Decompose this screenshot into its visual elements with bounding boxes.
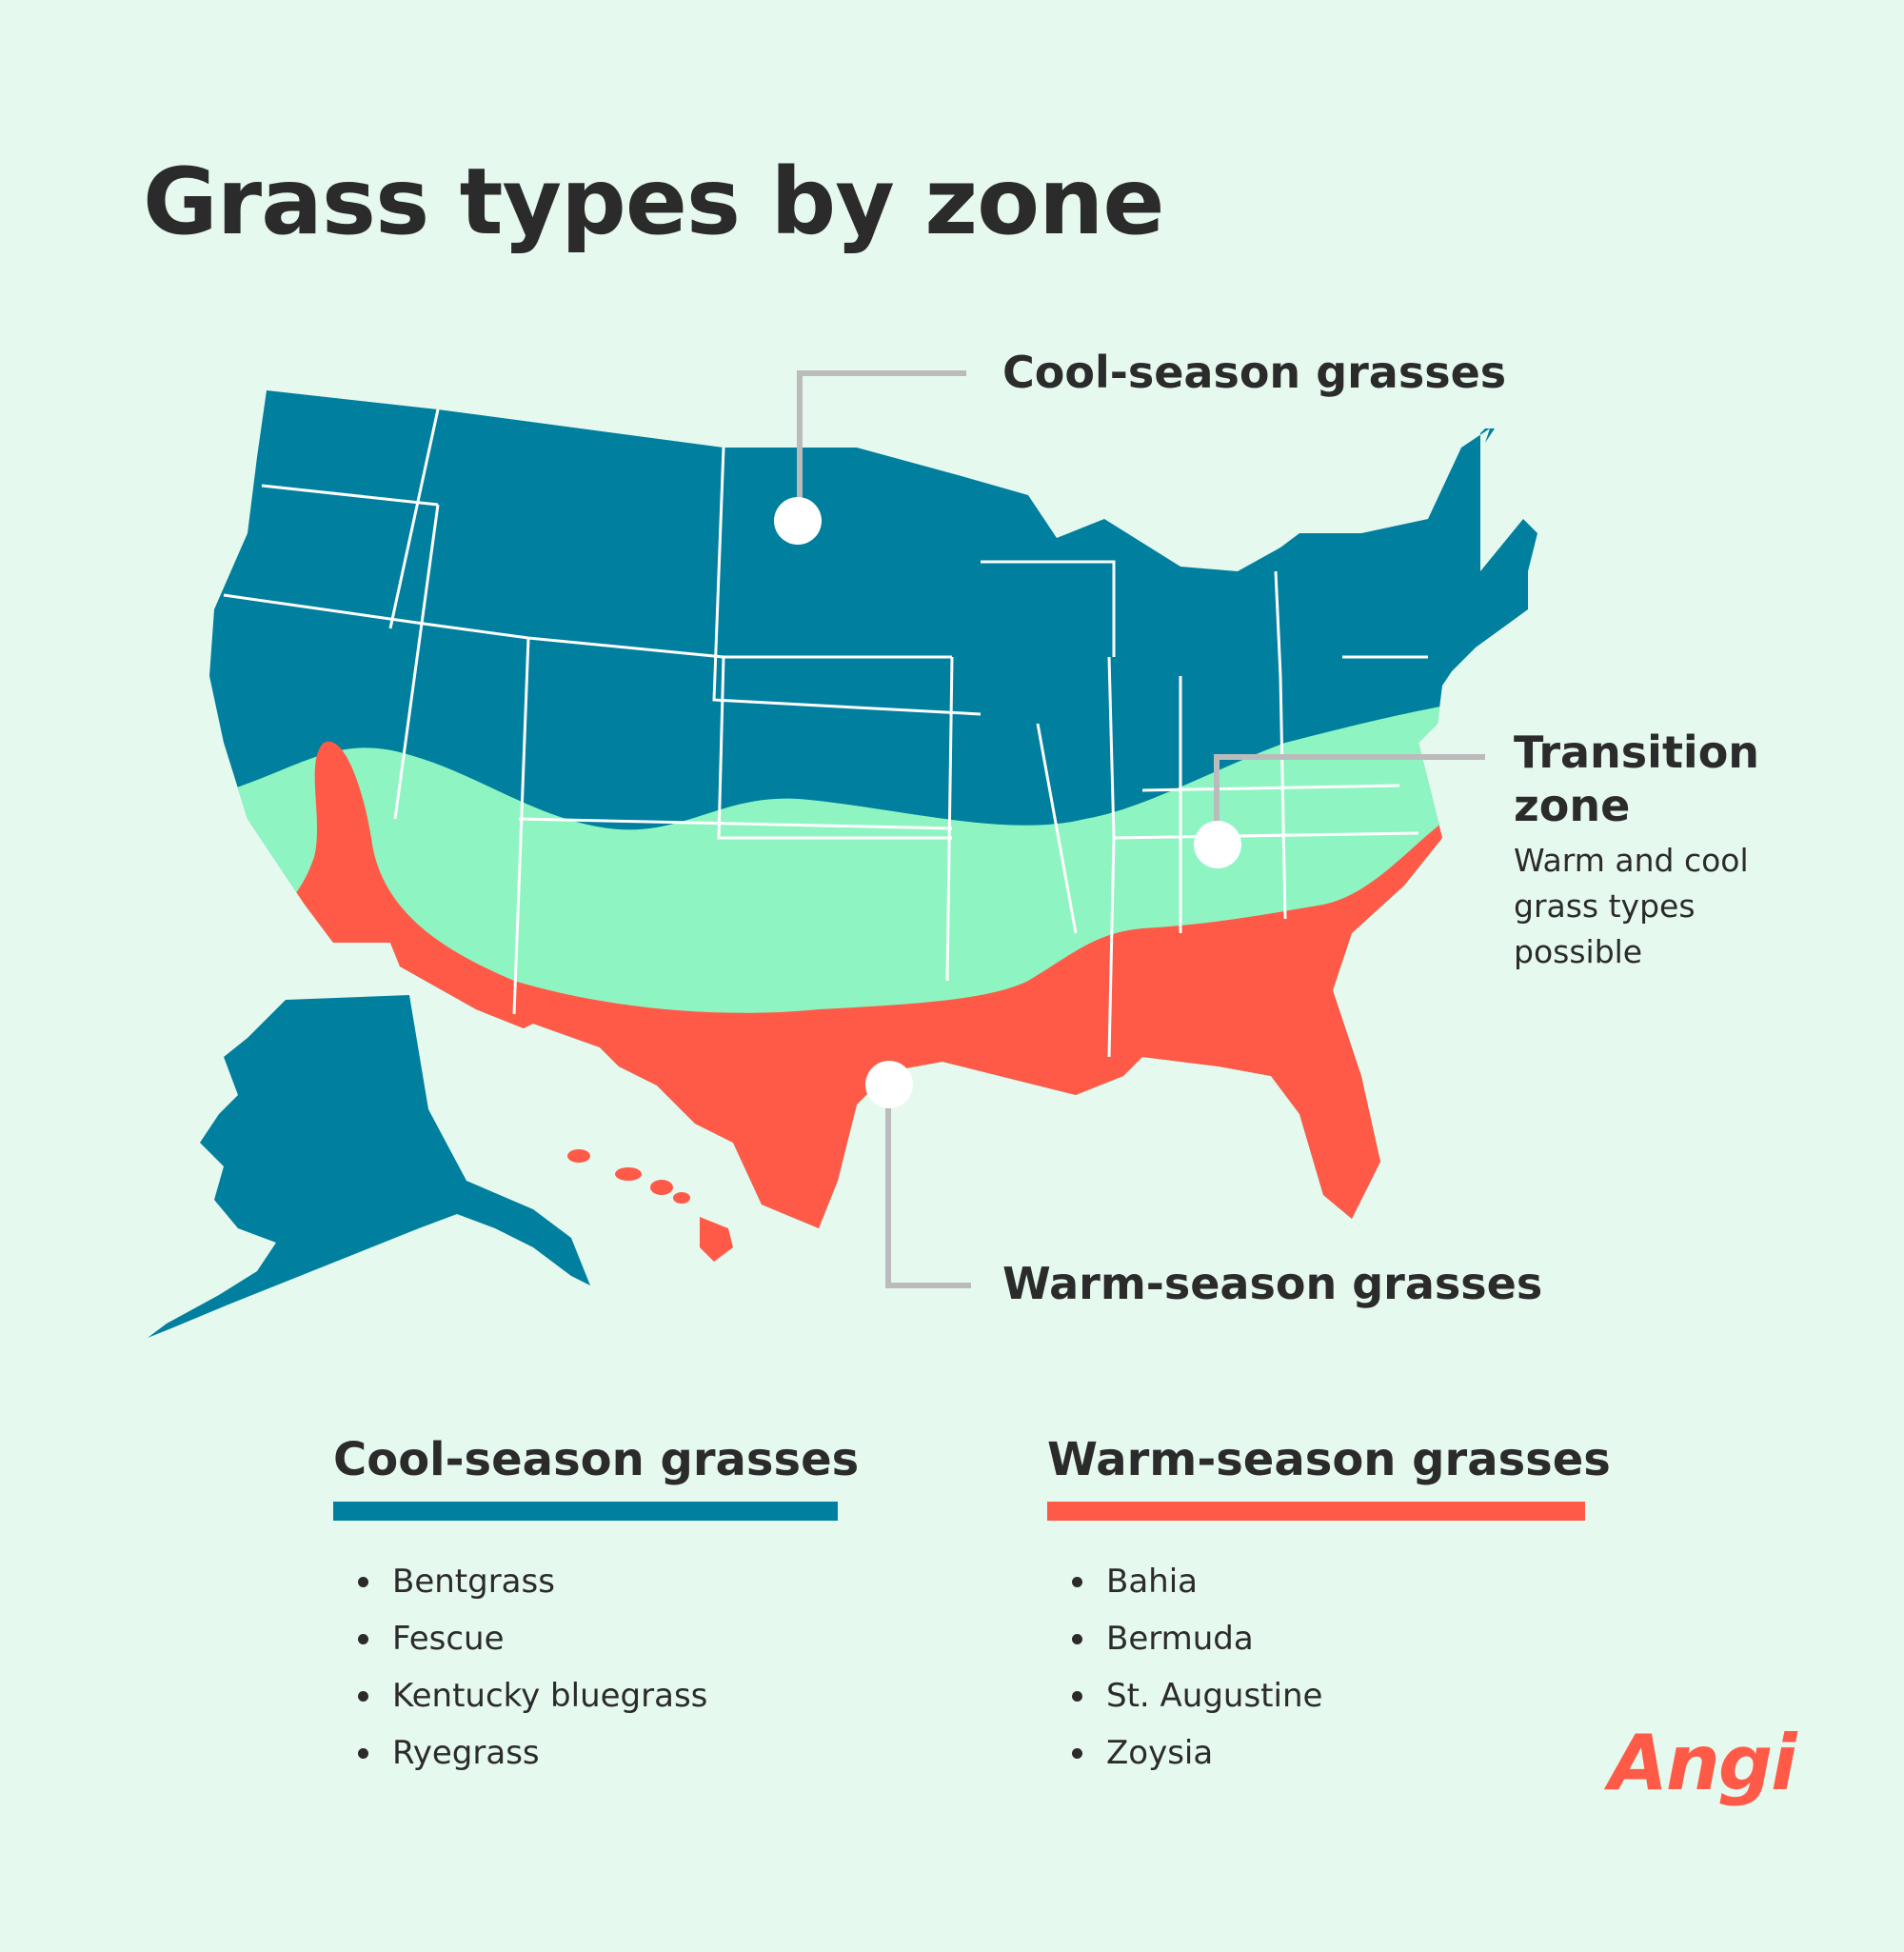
leader-lines bbox=[797, 370, 1485, 1288]
legend-cool-list: Bentgrass Fescue Kentucky bluegrass Ryeg… bbox=[333, 1553, 838, 1782]
list-item: Ryegrass bbox=[358, 1724, 838, 1782]
legend-warm-heading: Warm-season grasses bbox=[1047, 1433, 1611, 1486]
list-item: St. Augustine bbox=[1072, 1667, 1585, 1724]
hawaii-shape bbox=[567, 1149, 733, 1262]
us-zone-map bbox=[148, 370, 1537, 1338]
transition-callout-label-line2: zone bbox=[1514, 780, 1631, 831]
list-item: Kentucky bluegrass bbox=[358, 1667, 838, 1724]
angi-logo: Angi bbox=[1609, 1719, 1797, 1807]
legend-cool: Cool-season grasses Bentgrass Fescue Ken… bbox=[333, 1433, 860, 1782]
transition-callout-label-line1: Transition bbox=[1514, 727, 1760, 778]
transition-zone-marker bbox=[1194, 821, 1241, 868]
transition-callout-sub-line1: Warm and cool bbox=[1514, 842, 1749, 879]
alaska-shape bbox=[148, 995, 590, 1338]
legend-cool-heading: Cool-season grasses bbox=[333, 1433, 860, 1486]
list-item: Zoysia bbox=[1072, 1724, 1585, 1782]
warm-callout-label: Warm-season grasses bbox=[1002, 1258, 1543, 1309]
legend-warm: Warm-season grasses Bahia Bermuda St. Au… bbox=[1047, 1433, 1611, 1782]
transition-callout-sub-line2: grass types bbox=[1514, 887, 1696, 925]
warm-zone-marker bbox=[865, 1061, 913, 1108]
list-item: Bermuda bbox=[1072, 1610, 1585, 1667]
transition-callout-sub-line3: possible bbox=[1514, 933, 1643, 970]
legend-warm-bar bbox=[1047, 1502, 1585, 1521]
legend-warm-list: Bahia Bermuda St. Augustine Zoysia bbox=[1047, 1553, 1585, 1782]
legend-cool-bar bbox=[333, 1502, 838, 1521]
list-item: Fescue bbox=[358, 1610, 838, 1667]
cool-callout-label: Cool-season grasses bbox=[1002, 347, 1507, 398]
list-item: Bahia bbox=[1072, 1553, 1585, 1610]
page-title: Grass types by zone bbox=[143, 149, 1164, 255]
cool-zone-marker bbox=[774, 497, 822, 545]
list-item: Bentgrass bbox=[358, 1553, 838, 1610]
